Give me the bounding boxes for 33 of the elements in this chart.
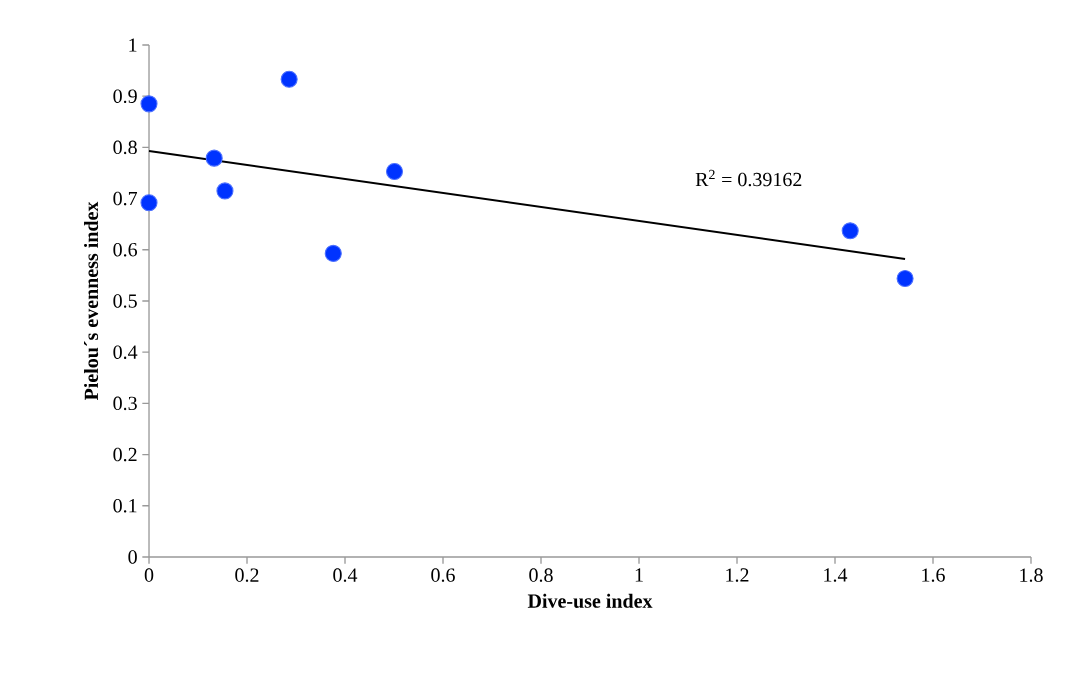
y-tick-label: 0.1 — [113, 498, 137, 513]
y-tick-label: 0.3 — [113, 396, 137, 411]
x-tick-label: 0.4 — [333, 568, 358, 582]
x-tick-label: 1.6 — [922, 568, 945, 582]
point — [324, 244, 342, 262]
y-tick-label: 0.9 — [113, 89, 137, 103]
x-tick-label: 1.4 — [824, 568, 848, 582]
y-tick-label: 0.8 — [113, 140, 137, 155]
y-tick-label: 0.4 — [113, 345, 138, 359]
x-tick-label: 1.2 — [726, 568, 749, 582]
y-tick-label: 0.2 — [113, 447, 137, 462]
point — [841, 222, 859, 240]
y-axis-title: Pielou´s evenness index — [84, 201, 99, 401]
x-tick-label: 0.2 — [235, 568, 259, 582]
y-tick-label: 0 — [128, 550, 137, 564]
point — [205, 149, 223, 167]
x-tick-label: 0 — [144, 568, 154, 582]
x-tick-label: 1.8 — [1020, 568, 1043, 582]
x-tick-label: 0.6 — [431, 568, 455, 582]
x-axis-title: Dive-use index — [527, 593, 653, 608]
y-tick-label: 0.6 — [113, 243, 138, 257]
point — [140, 194, 158, 212]
point — [280, 70, 298, 88]
y-tick-label: 0.7 — [113, 191, 138, 206]
y-tick-label: 0.5 — [113, 294, 137, 308]
point — [216, 182, 234, 200]
x-tick-label: 0.8 — [529, 568, 553, 582]
point — [896, 269, 914, 287]
annotation: R$^{2}$ = 0.39162 — [695, 169, 802, 187]
y-tick-label: 1 — [129, 38, 137, 52]
x-tick-label: 1 — [635, 568, 643, 582]
point — [385, 162, 404, 180]
point — [140, 95, 158, 113]
